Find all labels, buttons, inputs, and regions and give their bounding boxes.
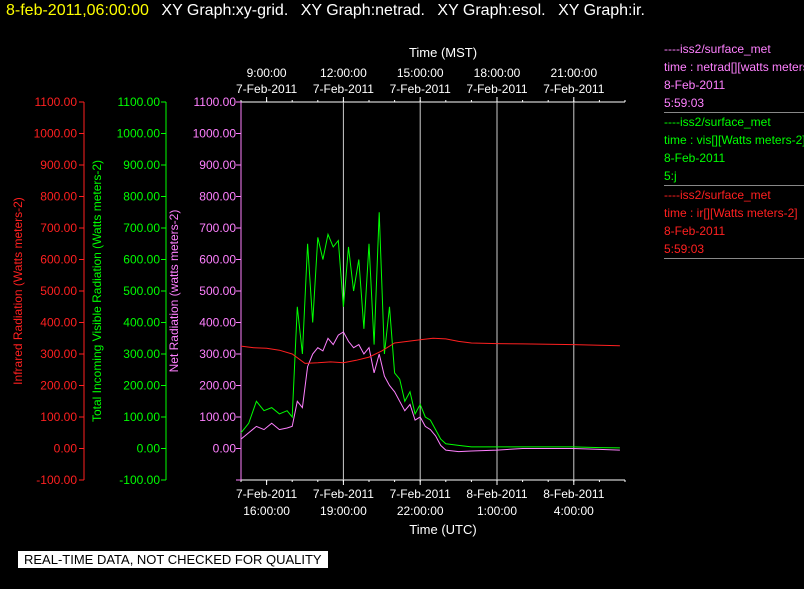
bottom-tick-label: 7-Feb-2011 bbox=[236, 487, 297, 501]
y-axis-title-0: Infrared Radiation (Watts meters-2) bbox=[11, 197, 25, 385]
bottom-tick-label: 1:00:00 bbox=[477, 504, 517, 518]
y-tick-label: 800.00 bbox=[199, 190, 236, 204]
top-tick-label: 21:00:00 bbox=[550, 66, 597, 80]
y-tick-label: 900.00 bbox=[199, 158, 236, 172]
top-tick-label: 7-Feb-2011 bbox=[313, 82, 374, 96]
graph-name-esol[interactable]: XY Graph:esol. bbox=[437, 2, 546, 19]
top-tick-label: 7-Feb-2011 bbox=[466, 82, 527, 96]
y-tick-label: 100.00 bbox=[40, 410, 77, 424]
y-tick-label: 500.00 bbox=[123, 284, 160, 298]
y-tick-label: 700.00 bbox=[199, 221, 236, 235]
bottom-tick-label: 7-Feb-2011 bbox=[390, 487, 451, 501]
series-line-ir bbox=[240, 337, 620, 364]
y-tick-label: -100.00 bbox=[36, 473, 77, 487]
y-tick-label: 300.00 bbox=[40, 347, 77, 361]
y-tick-label: 1000.00 bbox=[34, 127, 78, 141]
bottom-tick-label: 8-Feb-2011 bbox=[466, 487, 527, 501]
legend-variable: time : vis[][Watts meters-2] bbox=[664, 133, 804, 147]
legend: ----iss2/surface_met time : netrad[][wat… bbox=[664, 40, 804, 259]
legend-source: ----iss2/surface_met bbox=[664, 42, 771, 56]
legend-date: 8-Feb-2011 bbox=[664, 151, 726, 165]
bottom-tick-label: 16:00:00 bbox=[243, 504, 290, 518]
y-tick-label: 0.00 bbox=[54, 442, 78, 456]
legend-entry-netrad[interactable]: ----iss2/surface_met time : netrad[][wat… bbox=[664, 40, 804, 113]
y-tick-label: 400.00 bbox=[40, 316, 77, 330]
y-tick-label: 600.00 bbox=[40, 253, 77, 267]
legend-variable: time : ir[][Watts meters-2] bbox=[664, 206, 798, 220]
y-tick-label: 600.00 bbox=[199, 253, 236, 267]
top-tick-label: 7-Feb-2011 bbox=[236, 82, 297, 96]
y-tick-label: 800.00 bbox=[123, 190, 160, 204]
bottom-tick-label: 7-Feb-2011 bbox=[313, 487, 374, 501]
y-tick-label: 100.00 bbox=[123, 410, 160, 424]
header-timestamp: 8-feb-2011,06:00:00 bbox=[6, 2, 149, 19]
y-tick-label: 400.00 bbox=[123, 316, 160, 330]
series-line-net bbox=[240, 331, 620, 453]
y-tick-label: 1000.00 bbox=[193, 127, 237, 141]
legend-date: 8-Feb-2011 bbox=[664, 224, 726, 238]
y-tick-label: 0.00 bbox=[213, 442, 237, 456]
y-tick-label: 300.00 bbox=[199, 347, 236, 361]
graph-name-ir[interactable]: XY Graph:ir. bbox=[558, 2, 645, 19]
y-tick-label: 200.00 bbox=[199, 379, 236, 393]
graph-name-xy-grid[interactable]: XY Graph:xy-grid. bbox=[161, 2, 289, 19]
y-tick-label: 600.00 bbox=[123, 253, 160, 267]
y-tick-label: 200.00 bbox=[123, 379, 160, 393]
y-tick-label: 700.00 bbox=[123, 221, 160, 235]
y-tick-label: 500.00 bbox=[199, 284, 236, 298]
series-line-vis bbox=[240, 212, 620, 449]
quality-disclaimer: REAL-TIME DATA, NOT CHECKED FOR QUALITY bbox=[18, 551, 328, 568]
y-axis-title-1: Total Incoming Visible Radiation (Watts … bbox=[90, 160, 104, 422]
bottom-axis-title: Time (UTC) bbox=[409, 522, 476, 537]
y-tick-label: 1100.00 bbox=[118, 95, 161, 109]
y-tick-label: 900.00 bbox=[40, 158, 77, 172]
y-tick-label: 800.00 bbox=[40, 190, 77, 204]
top-tick-label: 7-Feb-2011 bbox=[390, 82, 451, 96]
top-tick-label: 15:00:00 bbox=[397, 66, 444, 80]
top-tick-label: 18:00:00 bbox=[474, 66, 521, 80]
y-tick-label: 1100.00 bbox=[194, 95, 237, 109]
legend-entry-vis[interactable]: ----iss2/surface_met time : vis[][Watts … bbox=[664, 113, 804, 186]
legend-time: 5:59:03 bbox=[664, 242, 705, 256]
y-tick-label: 0.00 bbox=[137, 442, 161, 456]
graph-header: 8-feb-2011,06:00:00 XY Graph:xy-grid. XY… bbox=[6, 2, 645, 20]
y-tick-label: 400.00 bbox=[199, 316, 236, 330]
y-tick-label: 900.00 bbox=[123, 158, 160, 172]
y-tick-label: 1000.00 bbox=[117, 127, 161, 141]
top-tick-label: 12:00:00 bbox=[320, 66, 367, 80]
legend-entry-ir[interactable]: ----iss2/surface_met time : ir[][Watts m… bbox=[664, 186, 804, 259]
y-tick-label: 200.00 bbox=[40, 379, 77, 393]
y-tick-label: 700.00 bbox=[40, 221, 77, 235]
legend-source: ----iss2/surface_met bbox=[664, 188, 771, 202]
bottom-tick-label: 22:00:00 bbox=[397, 504, 444, 518]
legend-time: 5:j bbox=[664, 169, 677, 183]
y-tick-label: 500.00 bbox=[40, 284, 77, 298]
y-tick-label: -100.00 bbox=[119, 473, 160, 487]
top-tick-label: 7-Feb-2011 bbox=[543, 82, 604, 96]
legend-source: ----iss2/surface_met bbox=[664, 115, 771, 129]
bottom-tick-label: 4:00:00 bbox=[554, 504, 594, 518]
y-tick-label: 100.00 bbox=[199, 410, 236, 424]
y-tick-label: 300.00 bbox=[123, 347, 160, 361]
bottom-tick-label: 19:00:00 bbox=[320, 504, 367, 518]
top-axis-title: Time (MST) bbox=[409, 45, 477, 60]
bottom-tick-label: 8-Feb-2011 bbox=[543, 487, 604, 501]
legend-time: 5:59:03 bbox=[664, 96, 705, 110]
top-tick-label: 9:00:00 bbox=[247, 66, 287, 80]
y-tick-label: 1100.00 bbox=[35, 95, 78, 109]
legend-variable: time : netrad[][watts meters-2] bbox=[664, 60, 804, 74]
legend-date: 8-Feb-2011 bbox=[664, 78, 726, 92]
y-axis-title-2: Net Radiation (watts meters-2) bbox=[167, 210, 181, 373]
graph-name-netrad[interactable]: XY Graph:netrad. bbox=[300, 2, 425, 19]
